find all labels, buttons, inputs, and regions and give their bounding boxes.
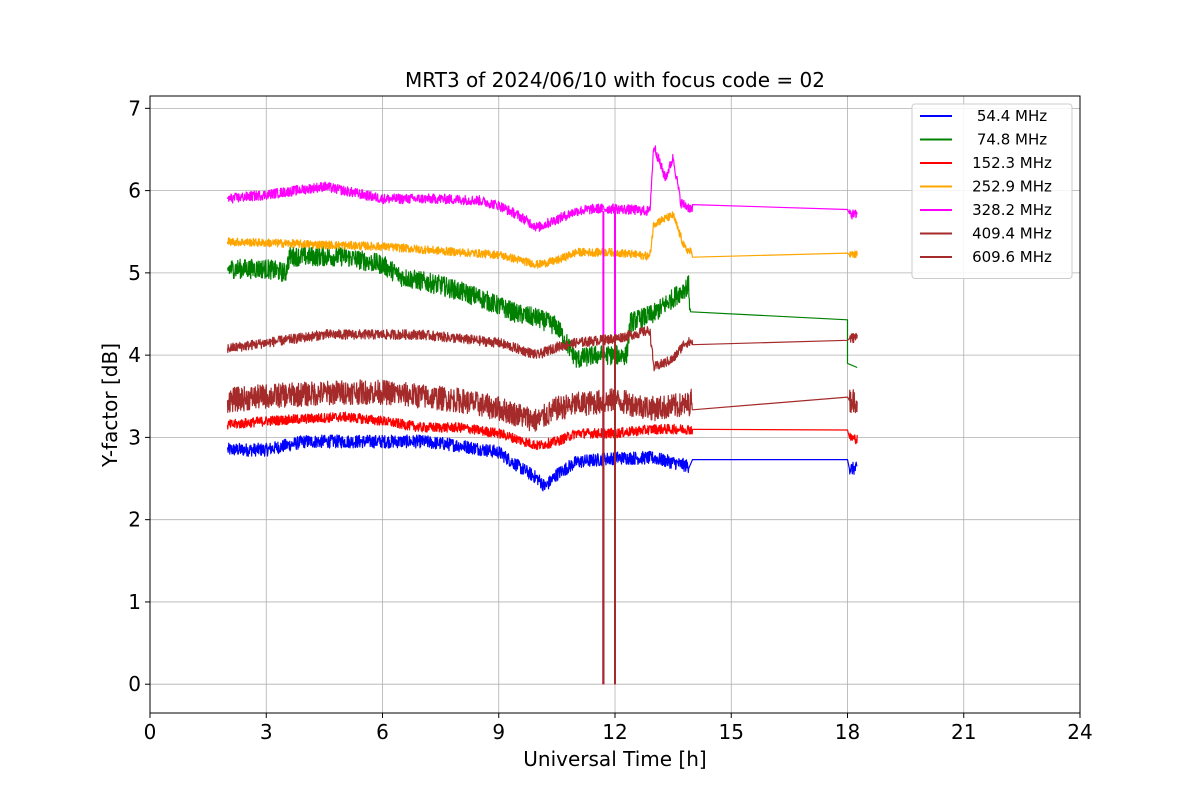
- x-tick-label: 6: [376, 720, 389, 744]
- y-tick-label: 1: [128, 590, 141, 614]
- series-54-4-mhz: [226, 434, 858, 492]
- series-152-3-mhz: [226, 411, 858, 450]
- series-line: [226, 434, 858, 492]
- x-tick-label: 0: [144, 720, 157, 744]
- legend-label: 252.9 MHz: [972, 178, 1052, 196]
- y-tick-label: 0: [128, 672, 141, 696]
- series-group: [226, 145, 858, 685]
- x-tick-label: 21: [951, 720, 976, 744]
- legend-item: 609.6 MHz: [920, 248, 1052, 266]
- legend-item: 328.2 MHz: [920, 201, 1052, 219]
- series-line: [226, 145, 858, 232]
- x-tick-label: 18: [835, 720, 860, 744]
- x-axis-label: Universal Time [h]: [523, 747, 706, 771]
- y-tick-label: 3: [128, 425, 141, 449]
- y-tick-label: 7: [128, 96, 141, 120]
- legend-label: 152.3 MHz: [972, 154, 1052, 172]
- legend-label: 74.8 MHz: [977, 131, 1047, 149]
- legend-label: 328.2 MHz: [972, 201, 1052, 219]
- legend-item: 409.4 MHz: [920, 225, 1052, 243]
- legend-label: 54.4 MHz: [977, 107, 1047, 125]
- legend-label: 609.6 MHz: [972, 248, 1052, 266]
- series-line: [226, 326, 858, 372]
- legend: 54.4 MHz 74.8 MHz 152.3 MHz 252.9 MHz 328.2 …: [911, 103, 1073, 279]
- series-252-9-mhz: [226, 211, 858, 269]
- legend-item: 74.8 MHz: [920, 131, 1047, 149]
- legend-item: 252.9 MHz: [920, 178, 1052, 196]
- series-609-6-mhz: [226, 379, 858, 685]
- y-tick-label: 5: [128, 261, 141, 285]
- x-tick-label: 3: [260, 720, 273, 744]
- series-line: [226, 411, 858, 450]
- y-axis-label: Y-factor [dB]: [98, 343, 122, 468]
- legend-label: 409.4 MHz: [972, 225, 1052, 243]
- x-tick-label: 15: [719, 720, 744, 744]
- series-line: [226, 379, 858, 432]
- y-tick-label: 2: [128, 508, 141, 532]
- legend-frame: [911, 103, 1073, 279]
- legend-item: 152.3 MHz: [920, 154, 1052, 172]
- series-line: [226, 211, 858, 269]
- chart-title: MRT3 of 2024/06/10 with focus code = 02: [405, 68, 825, 92]
- y-tick-label: 6: [128, 179, 141, 203]
- x-tick-label: 12: [602, 720, 627, 744]
- x-tick-label: 24: [1067, 720, 1092, 744]
- x-tick-label: 9: [492, 720, 505, 744]
- legend-item: 54.4 MHz: [920, 107, 1047, 125]
- y-tick-label: 4: [128, 343, 141, 367]
